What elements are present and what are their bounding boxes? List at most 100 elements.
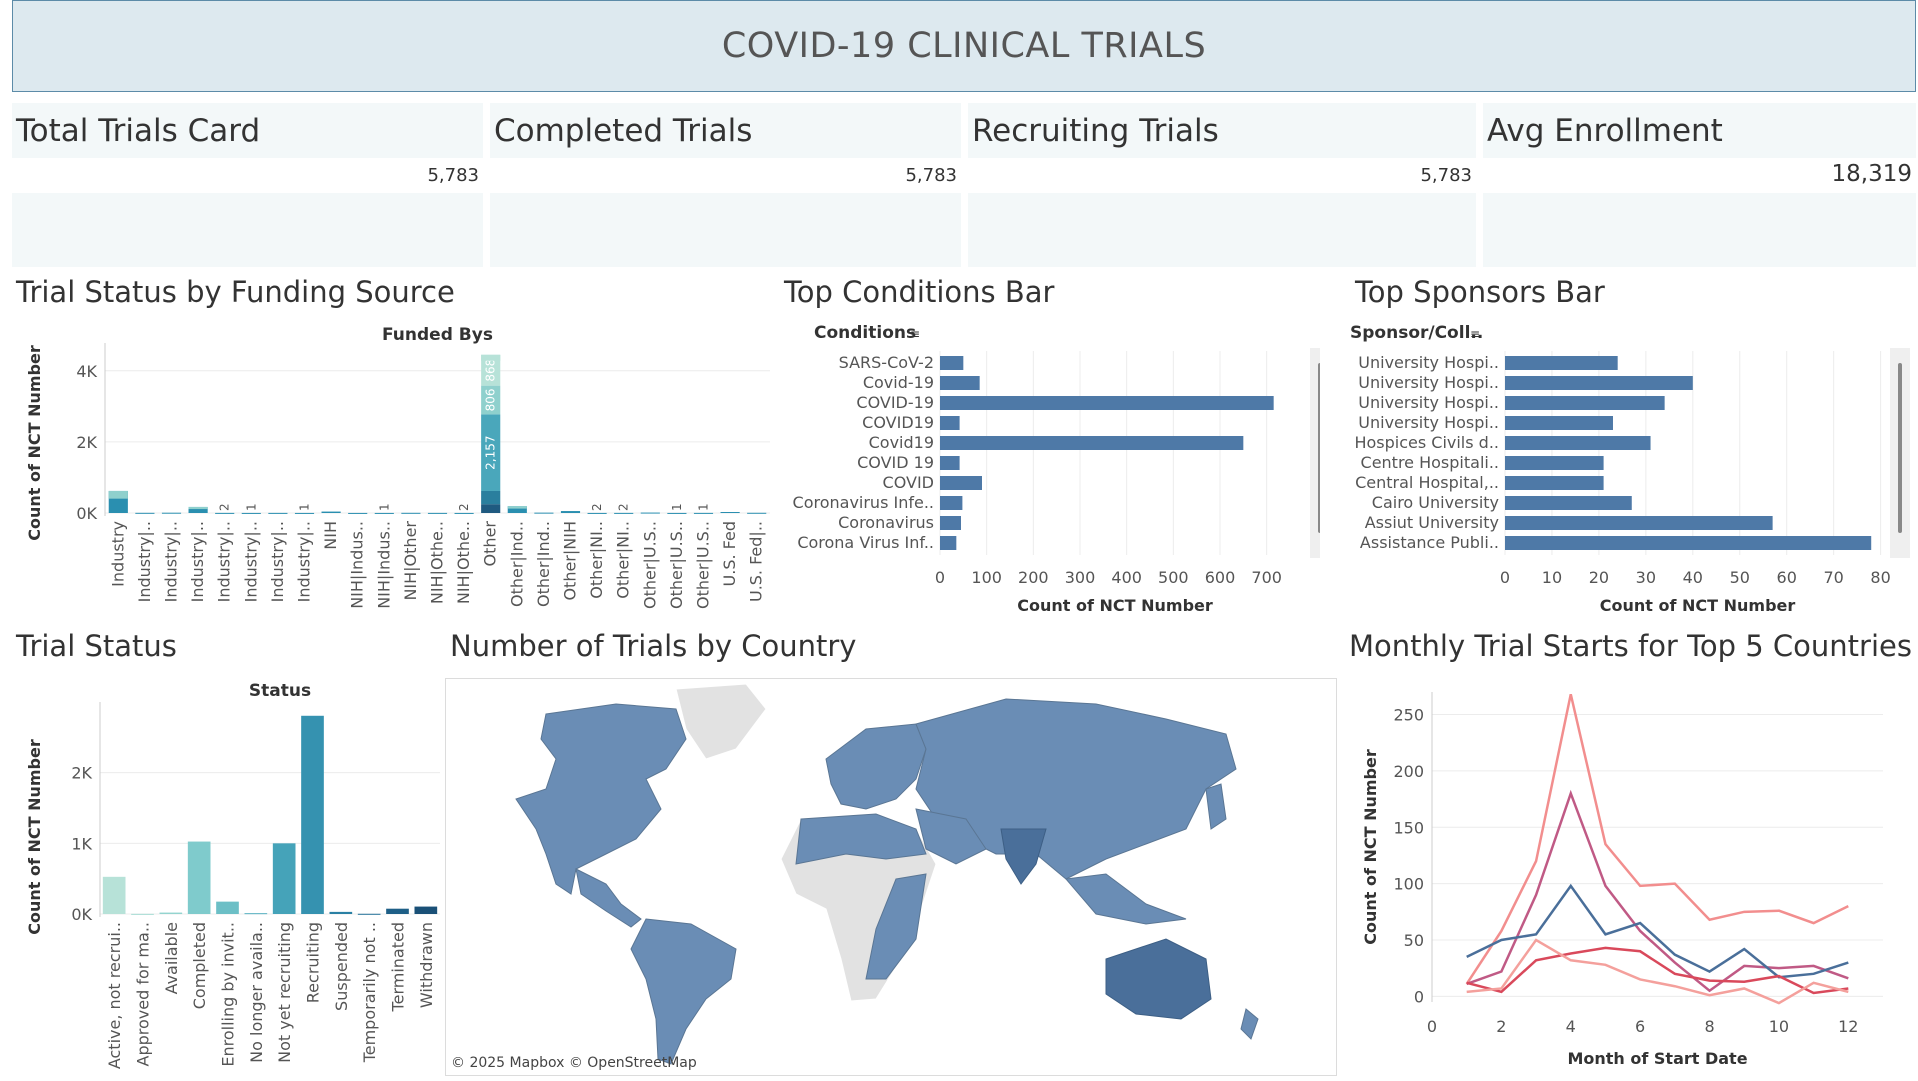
funding-xtick-label: Other|Ind.. [507,521,526,607]
funding-bar [640,512,660,514]
status-bar [102,876,126,914]
conditions-bar [940,356,964,370]
conditions-bar [940,496,963,510]
conditions-xtick-label: 500 [1158,568,1189,587]
status-bar [272,843,296,914]
conditions-section-title: Top Conditions Bar [784,275,1055,309]
funding-xtick-label: NIH [321,521,340,550]
monthly-ytick-label: 100 [1393,875,1424,894]
status-xtick-label: Available [162,922,181,994]
funding-bar [135,512,155,514]
funding-small-label: 1 [298,503,312,511]
conditions-xtick-label: 400 [1111,568,1142,587]
map-land-europe [825,723,927,810]
monthly-xtick-label: 10 [1769,1017,1789,1036]
card-completed-trials[interactable]: Completed Trials 5,783 [490,103,961,267]
status-bar [159,912,183,914]
card-total-trials[interactable]: Total Trials Card 5,783 [12,103,483,267]
conditions-category-label: Covid-19 [863,373,934,392]
card-value: 18,319 [1831,161,1912,187]
funding-ytick-label: 2K [76,433,97,452]
sponsors-column-header: Sponsor/Coll.. [1350,323,1483,343]
funding-bar [587,512,607,514]
funding-bar-segment [481,490,501,505]
country-section-title: Number of Trials by Country [450,629,857,663]
map-land-north-america [515,703,687,895]
scrollbar-thumb [1898,363,1902,533]
sponsors-xtick-label: 80 [1870,568,1890,587]
map-land-southeast-asia [1065,873,1187,925]
funding-xtick-label: NIH|Indus.. [374,521,393,609]
conditions-category-label: COVID19 [862,413,934,432]
funding-bar [215,512,235,514]
status-bar [329,911,353,914]
card-value: 5,783 [1420,165,1472,186]
funding-bar [667,512,687,514]
funding-bar [241,512,261,514]
card-title: Recruiting Trials [968,103,1476,158]
funding-xtick-label: Other|U.S.. [640,521,659,609]
funding-bar [747,512,767,514]
card-recruiting-trials[interactable]: Recruiting Trials 5,783 [968,103,1476,267]
funding-bar [614,512,634,514]
sponsors-xtick-label: 0 [1500,568,1510,587]
card-body [1483,193,1916,267]
conditions-chart[interactable]: Conditions≡ 0 100 200 300 400 500 600 700 Count o… [780,318,1320,613]
funding-bar [188,506,208,513]
sponsors-chart[interactable]: Sponsor/Coll..≡ 0 10 20 30 40 50 60 70 80 Count of… [1330,318,1916,613]
status-bar [386,908,409,914]
conditions-bar [940,436,1244,450]
map-land-australia [1105,938,1212,1020]
funding-xtick-label: Industry|.. [215,521,234,602]
funding-small-label: 1 [670,503,684,511]
monthly-series-line [1466,946,1849,995]
funding-xtick-label: Industry|.. [295,521,314,602]
funding-chart[interactable]: Funded Bys 0K 2K 4K Count of NCT Number Indus… [10,318,778,613]
funding-ytick-label: 0K [76,504,97,523]
status-xtick-label: Withdrawn [417,922,436,1008]
status-xtick-label: Approved for ma.. [134,922,153,1066]
status-chart[interactable]: Status 0K 1K 2K Count of NCT Number Active, n… [10,672,446,1077]
sponsors-bar [1505,496,1632,510]
funding-bar [161,512,182,514]
funding-xtick-label: NIH|Othe.. [454,521,473,604]
funding-small-label: 1 [697,503,711,511]
monthly-ytick-label: 50 [1404,931,1424,950]
status-ytick-label: 1K [71,834,92,853]
card-title: Completed Trials [490,103,961,158]
funding-bar-segment [481,504,501,513]
monthly-series-line [1465,693,1849,985]
monthly-chart[interactable]: 0 50 100 150 200 250 0 2 4 6 8 10 12 Month of Start D… [1340,672,1916,1077]
conditions-xlabel: Count of NCT Number [1017,596,1213,613]
status-bar [414,906,438,914]
funding-xtick-label: Other|U.S.. [694,521,713,609]
funding-bar [427,512,448,514]
funding-xtick-label: NIH|Othe.. [428,521,447,604]
monthly-series-line [1466,883,1849,979]
status-bar [357,913,381,915]
funding-xtick-label: Industry|.. [135,521,154,602]
status-ylabel: Count of NCT Number [25,739,44,935]
conditions-category-label: Coronavirus Infe.. [793,493,934,512]
map-land-central-america [575,868,642,928]
monthly-ylabel: Count of NCT Number [1361,749,1380,945]
conditions-xtick-label: 0 [935,568,945,587]
map-land-japan [1205,783,1227,830]
funding-xtick-label: NIH|Other [401,521,420,601]
map-land-new-zealand [1240,1008,1259,1040]
sponsors-bar [1505,536,1872,550]
funding-bar [720,512,740,514]
monthly-xtick-label: 2 [1496,1017,1506,1036]
funding-bar [454,512,474,514]
status-xtick-label: Suspended [332,922,351,1011]
funding-xtick-label: Industry|.. [162,521,181,602]
card-avg-enrollment[interactable]: Avg Enrollment 18,319 [1483,103,1916,267]
sponsors-bar [1505,476,1604,490]
conditions-category-label: COVID 19 [857,453,934,472]
funding-small-label: 2 [617,503,631,511]
card-body [490,193,961,267]
funding-xtick-label: Other|NI.. [614,521,633,599]
country-map[interactable]: © 2025 Mapbox © OpenStreetMap [445,678,1337,1076]
funding-column-header: Funded Bys [382,325,493,345]
funding-segment-label: 2,157 [484,435,498,469]
